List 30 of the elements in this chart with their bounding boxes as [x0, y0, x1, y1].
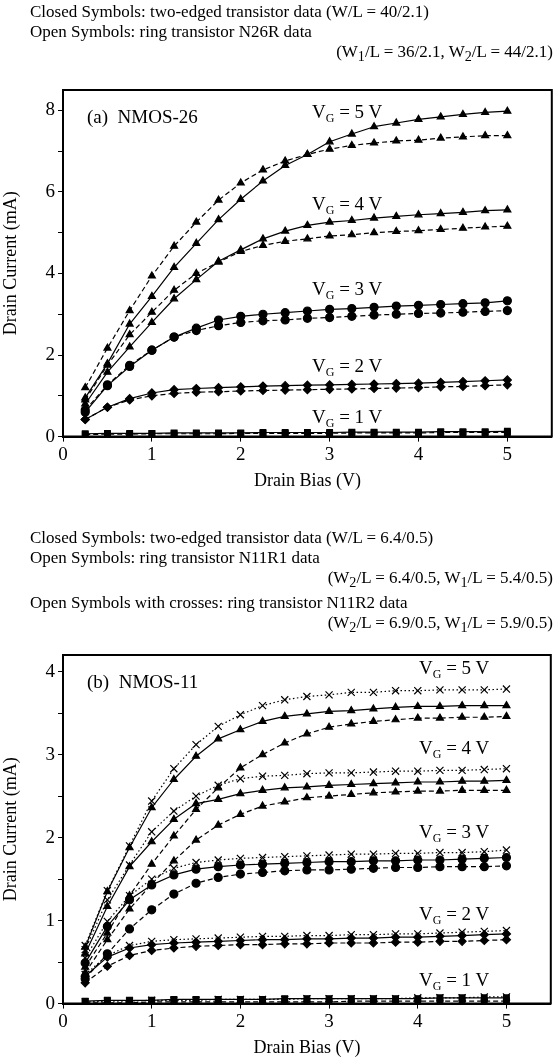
- annotation: (a) NMOS-26: [87, 106, 198, 129]
- x-tick-label: 1: [147, 443, 157, 465]
- x-tick-label: 5: [501, 1010, 512, 1032]
- annotation: (b) NMOS-11: [87, 671, 199, 694]
- x-axis-title: Drain Bias (V): [253, 1037, 361, 1058]
- y-tick-label: 2: [45, 343, 55, 365]
- x-tick-label: 3: [324, 443, 335, 465]
- y-tick-label: 6: [45, 180, 55, 202]
- y-tick-label: 1: [45, 908, 55, 930]
- x-axis-title: Drain Bias (V): [253, 470, 361, 492]
- x-tick-label: 3: [324, 1010, 334, 1032]
- y-tick-label: 2: [45, 825, 55, 847]
- y-tick-label: 3: [45, 742, 55, 764]
- y-axis-title: Drain Current (mA): [0, 757, 21, 902]
- x-tick-label: 4: [413, 1010, 424, 1032]
- x-tick-label: 2: [236, 443, 246, 465]
- y-tick-label: 4: [45, 261, 56, 283]
- text: Open Symbols: ring transistor N26R data (W$_{1}$/L = 36/2.1, W$_{2}$/L = 44/2.1): [30, 22, 553, 65]
- x-tick-label: 4: [413, 443, 424, 465]
- chart-title: Closed Symbols: two-edged transistor data (W/L = 40/2.1): [30, 2, 430, 22]
- x-tick-label: 5: [502, 443, 513, 465]
- y-tick-label: 8: [45, 98, 55, 120]
- y-tick-label: 0: [45, 991, 55, 1013]
- text: Open Symbols: ring transistor N11R1 data (W$_{2}$/L = 6.4/0.5, W$_{1}$/L = 5.4/0.5) Open Symbols with crosses: ring transistor N11R2 data (W$_{2}$/L = 6.9/0.5, W$_{1}$/L = 5.9/0.5): [30, 548, 553, 636]
- x-tick-label: 1: [146, 1010, 157, 1032]
- y-tick-label: 4: [45, 659, 56, 681]
- y-axis-title: Drain Current (mA): [0, 191, 21, 336]
- y-tick-label: 0: [45, 424, 55, 446]
- x-tick-label: 2: [235, 1010, 246, 1032]
- chart-title: Closed Symbols: two-edged transistor data (W/L = 6.4/0.5): [30, 528, 435, 549]
